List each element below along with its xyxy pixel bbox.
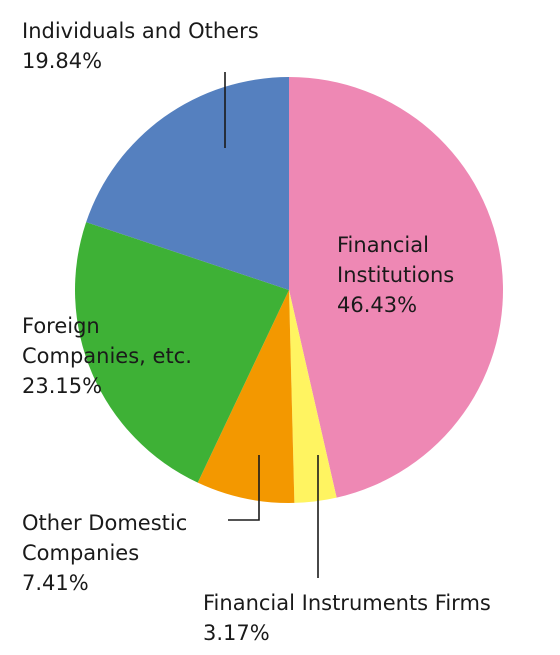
slice-category-label-1-0: Financial Instruments Firms	[203, 591, 491, 615]
slice-category-label-0-1: Institutions	[337, 263, 454, 287]
slice-value-label-0: 46.43%	[337, 293, 417, 317]
pie-slice-0	[289, 77, 503, 498]
leader-line-2	[228, 455, 260, 521]
pie-slice-1	[289, 290, 337, 503]
pie-slice-4	[86, 77, 289, 290]
pie-slice-3	[74, 222, 289, 483]
slice-category-label-3-1: Companies, etc.	[22, 344, 192, 368]
slice-category-label-0-0: Financial	[337, 233, 429, 257]
pie-slice-2	[197, 290, 295, 503]
slice-value-label-2: 7.41%	[22, 571, 89, 595]
slice-category-label-2-1: Companies	[22, 541, 139, 565]
slice-value-label-3: 23.15%	[22, 374, 102, 398]
slice-value-label-4: 19.84%	[22, 49, 102, 73]
slice-category-label-3-0: Foreign	[22, 314, 100, 338]
slice-category-label-4-0: Individuals and Others	[22, 19, 259, 43]
slice-category-label-2-0: Other Domestic	[22, 511, 187, 535]
slice-value-label-1: 3.17%	[203, 621, 270, 645]
